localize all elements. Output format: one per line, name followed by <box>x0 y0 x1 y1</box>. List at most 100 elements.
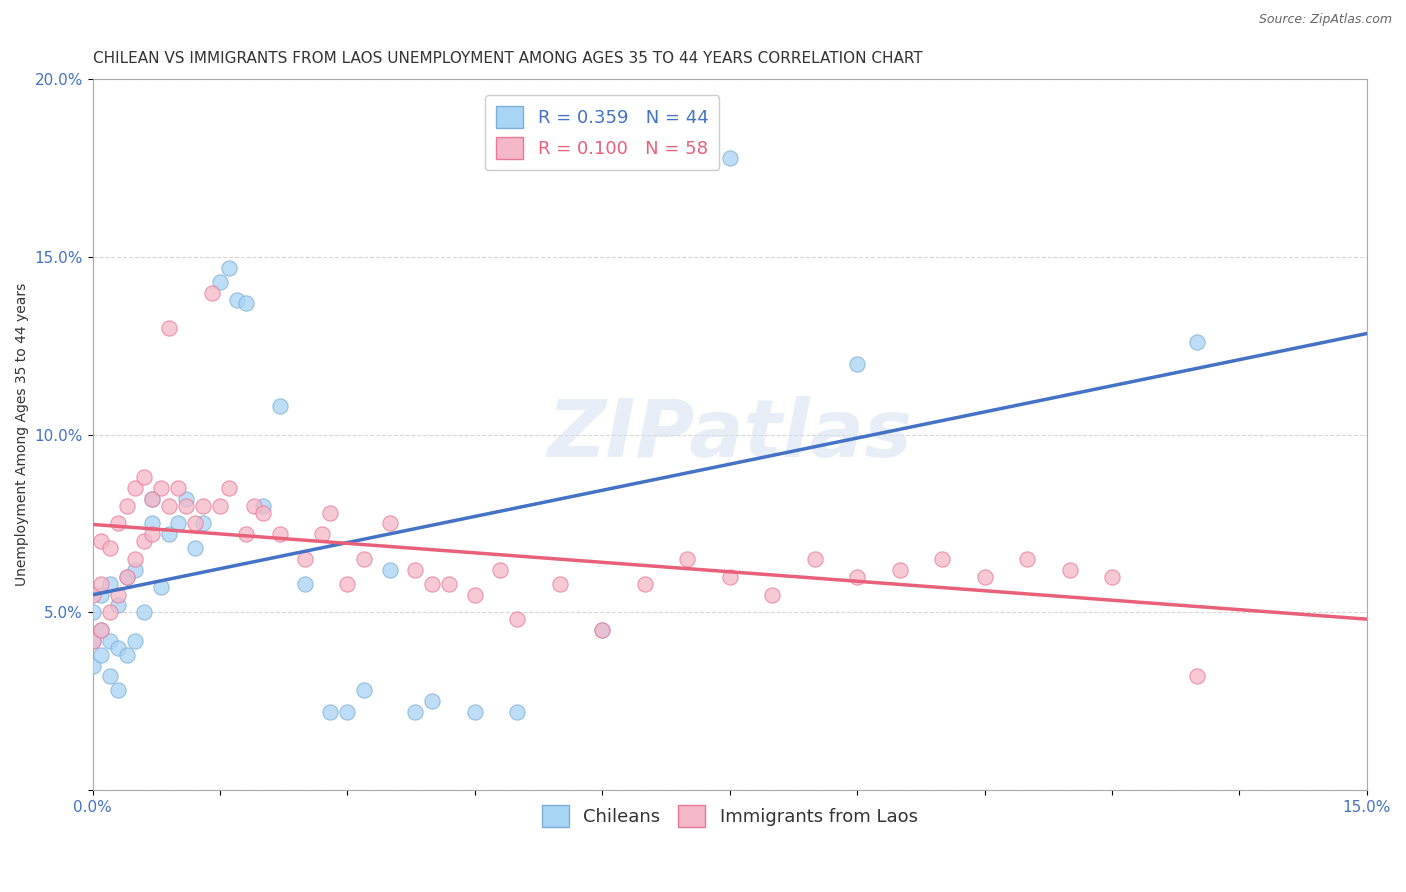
Point <box>141 491 163 506</box>
Point <box>973 570 995 584</box>
Point <box>378 516 401 531</box>
Point <box>803 552 825 566</box>
Point <box>378 563 401 577</box>
Text: Source: ZipAtlas.com: Source: ZipAtlas.com <box>1258 13 1392 27</box>
Point <box>149 481 172 495</box>
Point <box>90 534 112 549</box>
Point <box>1101 570 1123 584</box>
Point <box>1015 552 1038 566</box>
Point <box>98 577 121 591</box>
Point <box>404 563 426 577</box>
Point <box>439 577 461 591</box>
Point <box>294 577 316 591</box>
Point <box>115 570 138 584</box>
Point <box>115 499 138 513</box>
Point <box>1185 669 1208 683</box>
Text: ZIPatlas: ZIPatlas <box>547 396 912 474</box>
Legend: Chileans, Immigrants from Laos: Chileans, Immigrants from Laos <box>534 797 925 834</box>
Point <box>718 570 741 584</box>
Point <box>107 683 129 698</box>
Point <box>336 577 359 591</box>
Point <box>115 648 138 662</box>
Point <box>319 705 342 719</box>
Point <box>141 491 163 506</box>
Point <box>1059 563 1081 577</box>
Point <box>90 577 112 591</box>
Point <box>235 527 257 541</box>
Point <box>174 491 197 506</box>
Point <box>107 516 129 531</box>
Point <box>464 587 486 601</box>
Point <box>464 705 486 719</box>
Point <box>98 669 121 683</box>
Point <box>294 552 316 566</box>
Point <box>489 563 512 577</box>
Point <box>252 506 274 520</box>
Point <box>226 293 249 307</box>
Point <box>124 552 146 566</box>
Point <box>336 705 359 719</box>
Point <box>124 481 146 495</box>
Point <box>209 499 232 513</box>
Point <box>209 275 232 289</box>
Point <box>183 516 205 531</box>
Point <box>141 527 163 541</box>
Point <box>98 605 121 619</box>
Point <box>174 499 197 513</box>
Point <box>218 481 240 495</box>
Point <box>132 470 155 484</box>
Point <box>90 623 112 637</box>
Point <box>191 516 214 531</box>
Point <box>889 563 911 577</box>
Point <box>353 683 375 698</box>
Point <box>676 552 699 566</box>
Point <box>846 570 869 584</box>
Point <box>422 577 444 591</box>
Point <box>218 260 240 275</box>
Point <box>634 577 657 591</box>
Point <box>319 506 342 520</box>
Text: CHILEAN VS IMMIGRANTS FROM LAOS UNEMPLOYMENT AMONG AGES 35 TO 44 YEARS CORRELATI: CHILEAN VS IMMIGRANTS FROM LAOS UNEMPLOY… <box>93 51 922 66</box>
Point <box>90 623 112 637</box>
Point <box>82 633 104 648</box>
Point <box>82 633 104 648</box>
Point <box>269 399 291 413</box>
Point <box>506 612 529 626</box>
Point <box>115 570 138 584</box>
Point <box>157 499 180 513</box>
Point <box>353 552 375 566</box>
Point <box>124 633 146 648</box>
Point <box>200 285 222 300</box>
Point <box>82 587 104 601</box>
Point <box>252 499 274 513</box>
Point <box>98 541 121 556</box>
Point <box>404 705 426 719</box>
Point <box>269 527 291 541</box>
Point <box>243 499 266 513</box>
Point <box>422 694 444 708</box>
Point <box>82 605 104 619</box>
Point <box>931 552 953 566</box>
Point <box>157 321 180 335</box>
Point <box>761 587 783 601</box>
Point <box>718 151 741 165</box>
Point <box>183 541 205 556</box>
Point <box>166 481 188 495</box>
Point <box>591 623 613 637</box>
Point <box>132 534 155 549</box>
Point <box>166 516 188 531</box>
Point <box>311 527 333 541</box>
Point <box>157 527 180 541</box>
Point <box>90 648 112 662</box>
Point <box>191 499 214 513</box>
Point <box>141 516 163 531</box>
Point <box>846 357 869 371</box>
Y-axis label: Unemployment Among Ages 35 to 44 years: Unemployment Among Ages 35 to 44 years <box>15 283 30 586</box>
Point <box>107 587 129 601</box>
Point <box>132 605 155 619</box>
Point <box>82 658 104 673</box>
Point <box>1185 335 1208 350</box>
Point <box>235 296 257 310</box>
Point <box>591 623 613 637</box>
Point <box>90 587 112 601</box>
